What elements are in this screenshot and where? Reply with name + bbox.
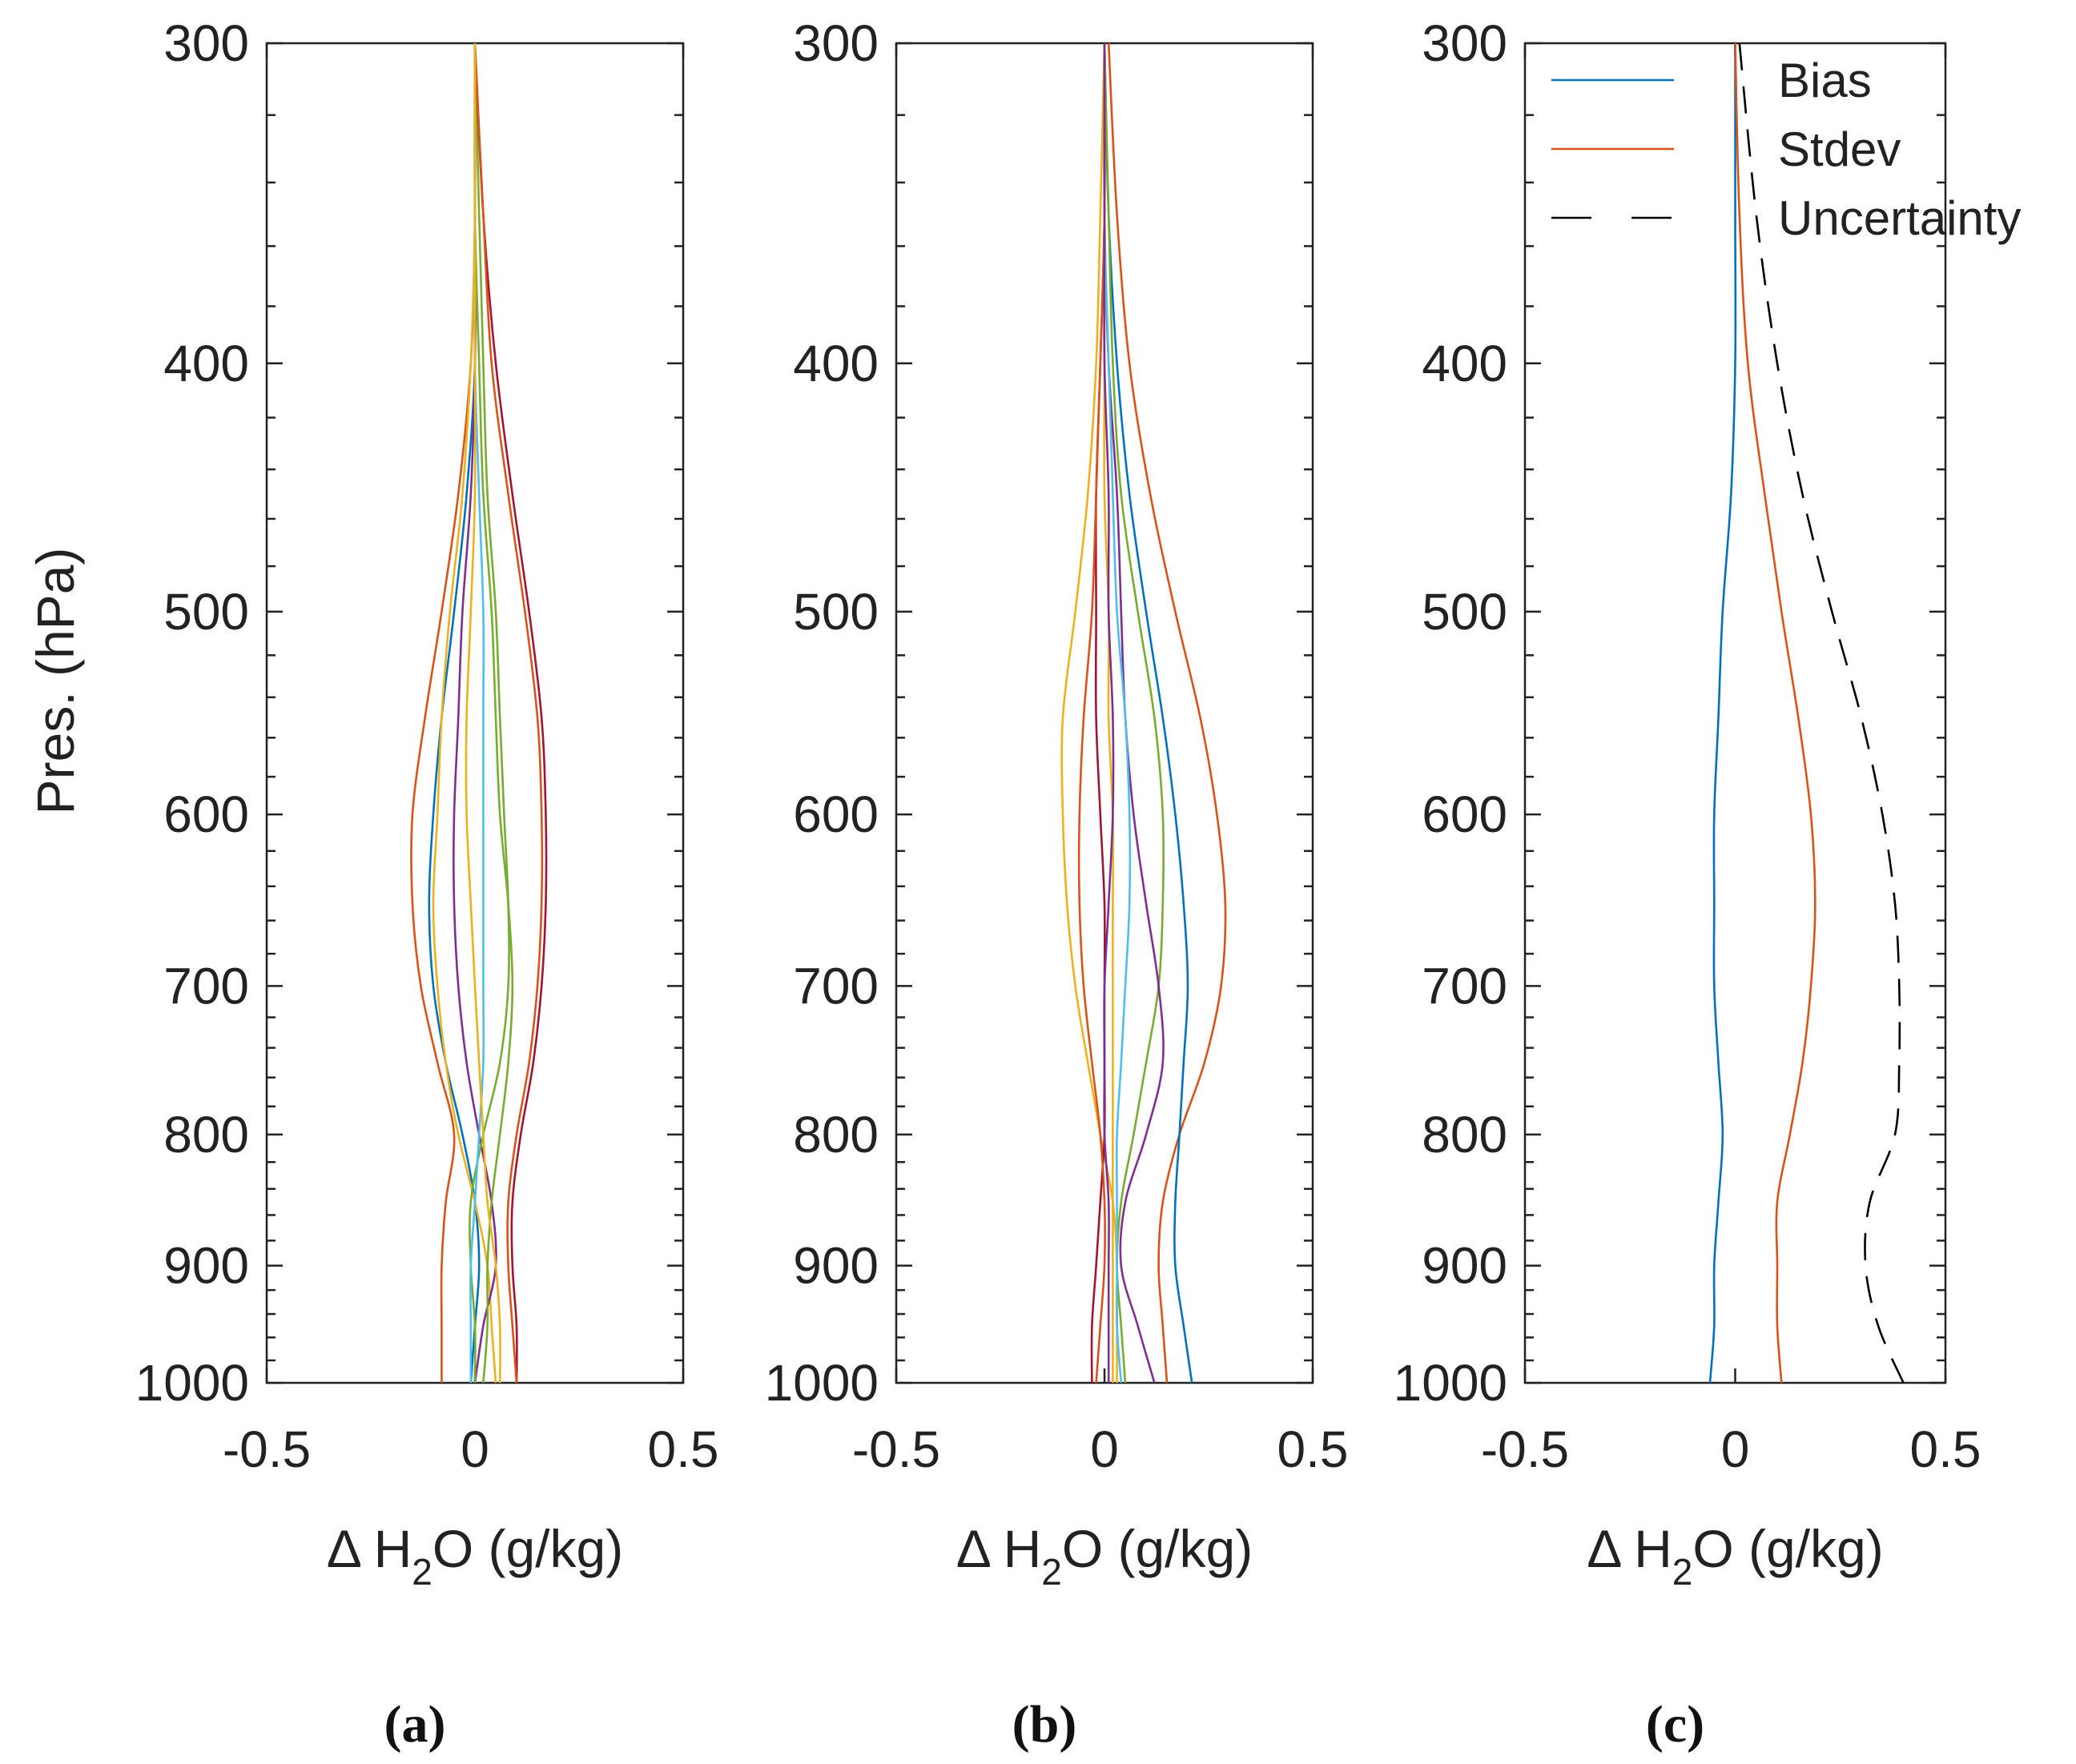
y-tick-label: 600 (793, 786, 879, 843)
series-line-profile-6 (1103, 43, 1132, 1383)
y-tick-label: 600 (1422, 786, 1507, 843)
x-tick-label: -0.5 (223, 1420, 311, 1478)
y-tick-label: 800 (163, 1106, 249, 1163)
y-tick-label: 800 (1422, 1106, 1507, 1163)
x-tick-label: 0.5 (648, 1420, 719, 1478)
series-line-profile-10 (465, 43, 501, 1383)
legend-label-bias: Bias (1778, 54, 1872, 107)
panel-label: (a) (384, 1695, 446, 1754)
panel-c: 300 400 500 600 700 800 900 1000 -0.5 0 0.5 Δ H2O (… (1394, 14, 2022, 1754)
series-line-profile-4 (1103, 43, 1165, 1383)
y-tick-label: 400 (1422, 335, 1507, 392)
x-axis-title-part: Δ H (1587, 1519, 1672, 1578)
x-tick-label: 0 (461, 1420, 489, 1478)
y-tick-label: 900 (1422, 1237, 1507, 1295)
x-tick-label: 0 (1721, 1420, 1750, 1478)
y-tick-label: 300 (1422, 14, 1507, 72)
legend-label-uncertainty: Uncertainty (1778, 191, 2021, 245)
series-line-profile-8 (473, 43, 544, 1383)
series-line-profile-2 (1103, 43, 1193, 1383)
panel-a: 300 400 500 600 700 800 900 1000 -0.5 0 0.5 Δ H2O (… (26, 14, 718, 1754)
y-tick-label: 800 (793, 1106, 879, 1163)
y-tick-label: 300 (163, 14, 249, 72)
panel-label: (c) (1646, 1695, 1704, 1754)
series-line-profile-5 (469, 43, 510, 1383)
y-tick-label: 500 (1422, 583, 1507, 641)
series-line-profile-1 (1107, 43, 1227, 1383)
series-line-profile-1 (428, 43, 481, 1383)
series-line-profile-3 (432, 43, 497, 1383)
y-tick-label: 1000 (765, 1354, 879, 1412)
y-tick-label: 400 (793, 335, 879, 392)
y-tick-label: 300 (793, 14, 879, 72)
y-tick-label: 600 (163, 786, 249, 843)
x-axis-title-part: O (g/kg) (1062, 1519, 1253, 1578)
x-tick-label: 0.5 (1910, 1420, 1981, 1478)
x-axis-title-part: Δ H (956, 1519, 1041, 1578)
panel-b: 300 400 500 600 700 800 900 1000 -0.5 0 0.5 Δ H2O (… (765, 14, 1349, 1754)
series-line-stdev (1734, 43, 1816, 1383)
x-tick-label: -0.5 (852, 1420, 940, 1478)
y-tick-label: 700 (1422, 957, 1507, 1015)
y-tick-label: 900 (163, 1237, 249, 1295)
x-axis-title-part: O (g/kg) (432, 1519, 623, 1578)
series-group (1708, 43, 1905, 1383)
x-axis-title-part: O (g/kg) (1692, 1519, 1883, 1578)
x-tick-label: -0.5 (1481, 1420, 1569, 1478)
x-axis-title: Δ H2O (g/kg) (956, 1519, 1253, 1593)
x-axis-title: Δ H2O (g/kg) (327, 1519, 623, 1593)
y-tick-label: 1000 (1394, 1354, 1507, 1412)
series-group (1060, 43, 1227, 1383)
series-line-profile-10 (1103, 43, 1115, 1383)
x-tick-label: 0 (1090, 1420, 1119, 1478)
x-axis-title-part: Δ H (327, 1519, 412, 1578)
y-tick-label: 500 (793, 583, 879, 641)
series-group (410, 43, 548, 1383)
y-tick-label: 700 (793, 957, 879, 1015)
y-tick-label: 1000 (135, 1354, 249, 1412)
panel-label: (b) (1012, 1695, 1077, 1754)
y-tick-label: 400 (163, 335, 249, 392)
series-line-profile-8 (1077, 43, 1106, 1383)
legend-label-stdev: Stdev (1778, 123, 1901, 176)
y-tick-label: 900 (793, 1237, 879, 1295)
series-line-bias (1708, 43, 1737, 1383)
x-axis-title-subscript: 2 (1041, 1551, 1062, 1593)
y-tick-label: 700 (163, 957, 249, 1015)
series-line-uncertainty (1738, 43, 1905, 1383)
series-line-profile-7 (473, 43, 548, 1383)
x-axis-title: Δ H2O (g/kg) (1587, 1519, 1883, 1593)
x-axis-title-subscript: 2 (412, 1551, 432, 1593)
series-line-profile-2 (410, 43, 477, 1383)
y-axis-title: Pres. (hPa) (26, 548, 85, 815)
y-tick-label: 500 (163, 583, 249, 641)
x-tick-label: 0.5 (1277, 1420, 1349, 1478)
legend: Bias Stdev Uncertainty (1551, 54, 2021, 245)
series-line-profile-9 (473, 43, 514, 1383)
x-axis-title-subscript: 2 (1672, 1551, 1693, 1593)
